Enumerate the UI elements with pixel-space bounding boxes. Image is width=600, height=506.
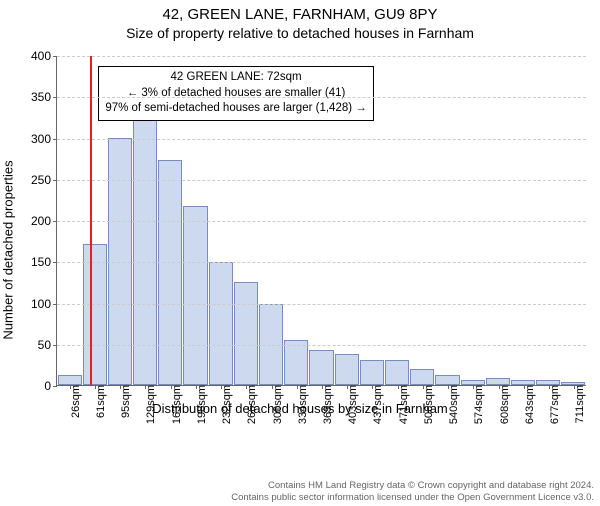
histogram-bar	[335, 354, 359, 385]
plot-area: 42 GREEN LANE: 72sqm ← 3% of detached ho…	[56, 56, 586, 386]
histogram-bar	[58, 375, 82, 385]
ytick-mark	[53, 221, 57, 222]
gridline	[57, 304, 586, 305]
histogram-bar	[486, 378, 510, 385]
histogram-bar	[435, 375, 459, 385]
ytick-mark	[53, 56, 57, 57]
ytick-mark	[53, 97, 57, 98]
gridline	[57, 97, 586, 98]
info-box-line2: ← 3% of detached houses are smaller (41)	[105, 86, 366, 102]
ytick-label: 50	[38, 338, 51, 352]
footer-line1: Contains HM Land Registry data © Crown c…	[231, 480, 594, 492]
info-box-line3: 97% of semi-detached houses are larger (…	[105, 101, 366, 117]
histogram-bar	[183, 206, 207, 385]
ytick-mark	[53, 345, 57, 346]
gridline	[57, 139, 586, 140]
histogram-bar	[234, 282, 258, 385]
ytick-label: 350	[31, 90, 51, 104]
gridline	[57, 262, 586, 263]
histogram-bar	[360, 360, 384, 385]
chart-title-main: 42, GREEN LANE, FARNHAM, GU9 8PY	[0, 6, 600, 23]
chart-title-sub: Size of property relative to detached ho…	[0, 25, 600, 41]
ytick-label: 250	[31, 173, 51, 187]
histogram-bar	[158, 160, 182, 385]
gridline	[57, 221, 586, 222]
ytick-label: 0	[44, 379, 51, 393]
histogram-bar	[83, 244, 107, 385]
histogram-bar	[385, 360, 409, 385]
ytick-mark	[53, 386, 57, 387]
gridline	[57, 180, 586, 181]
ytick-label: 200	[31, 214, 51, 228]
chart-container: Number of detached properties 42 GREEN L…	[0, 50, 600, 450]
ytick-label: 100	[31, 297, 51, 311]
footer-line2: Contains public sector information licen…	[231, 492, 594, 504]
ytick-mark	[53, 262, 57, 263]
info-box: 42 GREEN LANE: 72sqm ← 3% of detached ho…	[98, 66, 373, 121]
ytick-label: 150	[31, 255, 51, 269]
ytick-label: 400	[31, 49, 51, 63]
footer-attribution: Contains HM Land Registry data © Crown c…	[231, 480, 594, 504]
histogram-bar	[133, 108, 157, 385]
histogram-bar	[309, 350, 333, 385]
gridline	[57, 345, 586, 346]
ytick-mark	[53, 180, 57, 181]
histogram-bar	[209, 262, 233, 385]
ytick-mark	[53, 304, 57, 305]
gridline	[57, 56, 586, 57]
histogram-bar	[284, 340, 308, 385]
histogram-bar	[410, 369, 434, 385]
ytick-label: 300	[31, 132, 51, 146]
x-axis-label: Distribution of detached houses by size …	[0, 401, 600, 416]
y-axis-label: Number of detached properties	[1, 160, 16, 339]
info-box-line1: 42 GREEN LANE: 72sqm	[105, 70, 366, 86]
ytick-mark	[53, 139, 57, 140]
